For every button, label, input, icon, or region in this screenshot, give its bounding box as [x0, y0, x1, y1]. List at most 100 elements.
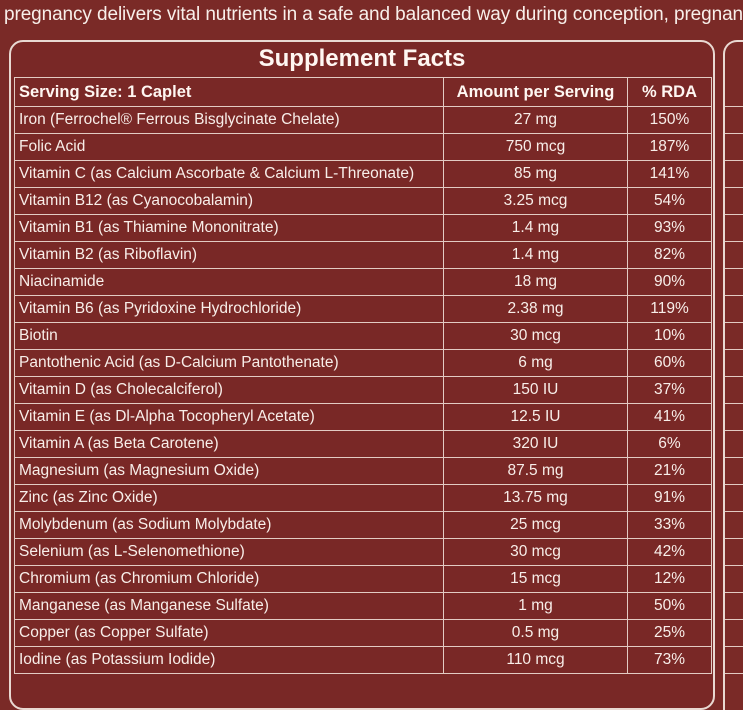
adjacent-panel-edge	[723, 40, 743, 710]
nutrient-name: Vitamin B12 (as Cyanocobalamin)	[14, 187, 444, 215]
amount-per-serving: 13.75 mg	[443, 484, 628, 512]
nutrient-name: Vitamin B2 (as Riboflavin)	[14, 241, 444, 269]
nutrient-name: Vitamin B6 (as Pyridoxine Hydrochloride)	[14, 295, 444, 323]
table-row: Vitamin B6 (as Pyridoxine Hydrochloride)…	[14, 295, 712, 323]
panel-title: Supplement Facts	[258, 45, 466, 72]
rda-percent: 119%	[627, 295, 712, 323]
nutrient-name: Pantothenic Acid (as D-Calcium Pantothen…	[14, 349, 444, 377]
adjacent-row-line	[725, 376, 743, 377]
amount-per-serving: 0.5 mg	[443, 619, 628, 647]
adjacent-row-line	[725, 457, 743, 458]
amount-per-serving: 87.5 mg	[443, 457, 628, 485]
amount-per-serving: 25 mcg	[443, 511, 628, 539]
rda-percent: 73%	[627, 646, 712, 674]
nutrient-name: Vitamin A (as Beta Carotene)	[14, 430, 444, 458]
nutrient-name: Niacinamide	[14, 268, 444, 296]
rda-percent: 187%	[627, 133, 712, 161]
header-rda: % RDA	[627, 77, 712, 107]
rda-percent: 6%	[627, 430, 712, 458]
table-row: Selenium (as L-Selenomethione) 30 mcg 42%	[14, 538, 712, 566]
amount-per-serving: 1 mg	[443, 592, 628, 620]
nutrient-name: Iron (Ferrochel® Ferrous Bisglycinate Ch…	[14, 106, 444, 134]
adjacent-row-line	[725, 295, 743, 296]
nutrient-name: Manganese (as Manganese Sulfate)	[14, 592, 444, 620]
rda-percent: 60%	[627, 349, 712, 377]
table-row: Vitamin D (as Cholecalciferol) 150 IU 37%	[14, 376, 712, 404]
table-row: Magnesium (as Magnesium Oxide) 87.5 mg 21%	[14, 457, 712, 485]
amount-per-serving: 320 IU	[443, 430, 628, 458]
amount-per-serving: 30 mcg	[443, 322, 628, 350]
table-body: Iron (Ferrochel® Ferrous Bisglycinate Ch…	[14, 106, 712, 674]
amount-per-serving: 27 mg	[443, 106, 628, 134]
nutrient-name: Vitamin E (as Dl-Alpha Tocopheryl Acetat…	[14, 403, 444, 431]
adjacent-row-line	[725, 160, 743, 161]
nutrient-name: Molybdenum (as Sodium Molybdate)	[14, 511, 444, 539]
amount-per-serving: 15 mcg	[443, 565, 628, 593]
adjacent-row-line	[725, 511, 743, 512]
rda-percent: 10%	[627, 322, 712, 350]
amount-per-serving: 1.4 mg	[443, 241, 628, 269]
rda-percent: 41%	[627, 403, 712, 431]
rda-percent: 33%	[627, 511, 712, 539]
amount-per-serving: 750 mcg	[443, 133, 628, 161]
adjacent-row-line	[725, 187, 743, 188]
table-row: Vitamin B12 (as Cyanocobalamin) 3.25 mcg 5…	[14, 187, 712, 215]
header-serving-size: Serving Size: 1 Caplet	[14, 77, 444, 107]
adjacent-row-line	[725, 538, 743, 539]
nutrient-name: Iodine (as Potassium Iodide)	[14, 646, 444, 674]
rda-percent: 82%	[627, 241, 712, 269]
table-row: Vitamin C (as Calcium Ascorbate & Calciu…	[14, 160, 712, 188]
adjacent-row-line	[725, 592, 743, 593]
nutrient-name: Zinc (as Zinc Oxide)	[14, 484, 444, 512]
adjacent-row-line	[725, 673, 743, 674]
nutrient-name: Folic Acid	[14, 133, 444, 161]
table-row: Molybdenum (as Sodium Molybdate) 25 mcg 33…	[14, 511, 712, 539]
table-row: Copper (as Copper Sulfate) 0.5 mg 25%	[14, 619, 712, 647]
table-row: Chromium (as Chromium Chloride) 15 mcg 12%	[14, 565, 712, 593]
adjacent-row-line	[725, 565, 743, 566]
nutrient-name: Chromium (as Chromium Chloride)	[14, 565, 444, 593]
header-amount-per-serving: Amount per Serving	[443, 77, 628, 107]
amount-per-serving: 110 mcg	[443, 646, 628, 674]
table-row: Niacinamide 18 mg 90%	[14, 268, 712, 296]
rda-percent: 54%	[627, 187, 712, 215]
adjacent-row-line	[725, 430, 743, 431]
nutrient-name: Biotin	[14, 322, 444, 350]
nutrient-name: Copper (as Copper Sulfate)	[14, 619, 444, 647]
table-row: Pantothenic Acid (as D-Calcium Pantothen…	[14, 349, 712, 377]
rda-percent: 42%	[627, 538, 712, 566]
table-row: Vitamin B2 (as Riboflavin) 1.4 mg 82%	[14, 241, 712, 269]
adjacent-row-line	[725, 133, 743, 134]
rda-percent: 50%	[627, 592, 712, 620]
table-row: Manganese (as Manganese Sulfate) 1 mg 50%	[14, 592, 712, 620]
amount-per-serving: 18 mg	[443, 268, 628, 296]
nutrient-name: Vitamin D (as Cholecalciferol)	[14, 376, 444, 404]
rda-percent: 12%	[627, 565, 712, 593]
table-row: Vitamin A (as Beta Carotene) 320 IU 6%	[14, 430, 712, 458]
nutrient-name: Vitamin C (as Calcium Ascorbate & Calciu…	[14, 160, 444, 188]
rda-percent: 90%	[627, 268, 712, 296]
table-row: Folic Acid 750 mcg 187%	[14, 133, 712, 161]
adjacent-row-line	[725, 214, 743, 215]
rda-percent: 91%	[627, 484, 712, 512]
amount-per-serving: 2.38 mg	[443, 295, 628, 323]
amount-per-serving: 85 mg	[443, 160, 628, 188]
adjacent-row-line	[725, 484, 743, 485]
amount-per-serving: 6 mg	[443, 349, 628, 377]
rda-percent: 21%	[627, 457, 712, 485]
table-row: Vitamin B1 (as Thiamine Mononitrate) 1.4 …	[14, 214, 712, 242]
intro-text: pregnancy delivers vital nutrients in a …	[4, 4, 743, 25]
adjacent-row-line	[725, 403, 743, 404]
adjacent-row-line	[725, 241, 743, 242]
adjacent-row-line	[725, 322, 743, 323]
nutrient-name: Magnesium (as Magnesium Oxide)	[14, 457, 444, 485]
adjacent-row-line	[725, 268, 743, 269]
amount-per-serving: 3.25 mcg	[443, 187, 628, 215]
table-row: Vitamin E (as Dl-Alpha Tocopheryl Acetat…	[14, 403, 712, 431]
table-header-row: Serving Size: 1 Caplet Amount per Servin…	[14, 77, 712, 107]
rda-percent: 141%	[627, 160, 712, 188]
rda-percent: 37%	[627, 376, 712, 404]
table-row: Iodine (as Potassium Iodide) 110 mcg 73%	[14, 646, 712, 674]
table-row: Iron (Ferrochel® Ferrous Bisglycinate Ch…	[14, 106, 712, 134]
nutrient-name: Selenium (as L-Selenomethione)	[14, 538, 444, 566]
